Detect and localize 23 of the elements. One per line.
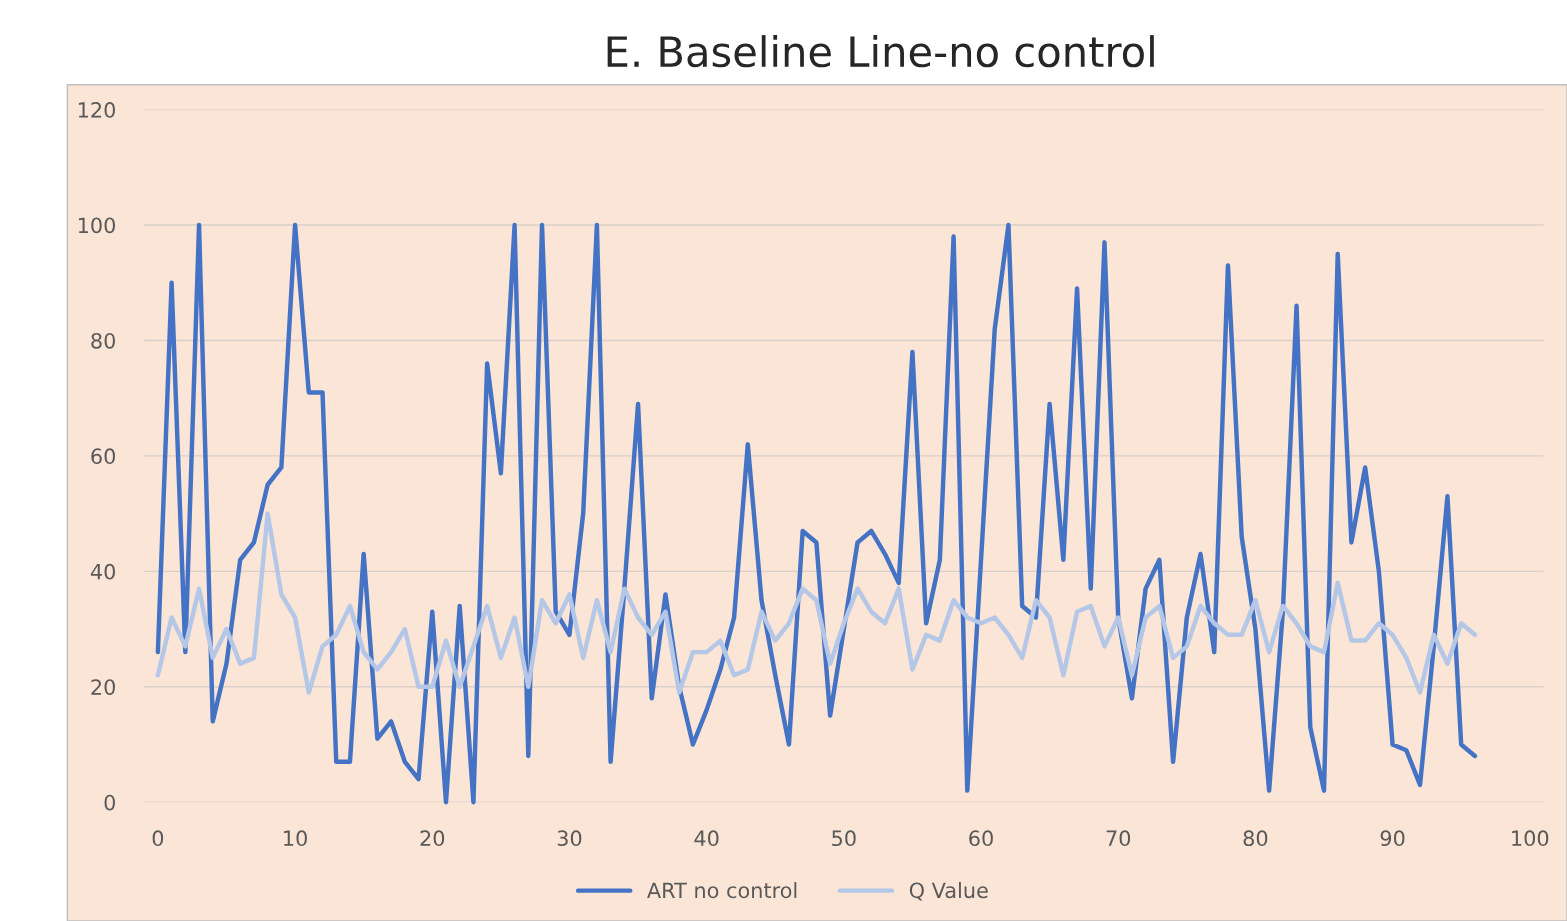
x-tick-label: 60 [969,830,993,847]
x-tick-label: 0 [152,830,164,847]
x-tick-label: 40 [694,830,719,847]
line-series [155,222,1478,805]
x-tick-label: 50 [832,830,856,847]
chart-title: E. Baseline Line-no control [607,35,1154,68]
y-tick-label: 100 [78,217,115,234]
line-series [155,511,1478,695]
x-tick-label: 90 [1380,830,1405,847]
y-tick-label: 0 [104,794,115,811]
legend-label: Q Value [909,882,988,901]
y-tick-label: 80 [91,332,115,349]
x-tick-label: 30 [557,830,582,847]
x-tick-label: 80 [1243,830,1268,847]
y-tick-label: 60 [91,448,115,465]
legend-label: ART no control [647,882,797,899]
y-tick-label: 120 [78,102,115,118]
y-tick-label: 20 [91,679,115,695]
x-tick-label: 10 [284,830,307,847]
x-tick-label: 70 [1106,830,1131,847]
y-tick-label: 40 [90,563,115,580]
x-tick-label: 20 [420,830,445,847]
x-tick-label: 100 [1512,830,1549,847]
